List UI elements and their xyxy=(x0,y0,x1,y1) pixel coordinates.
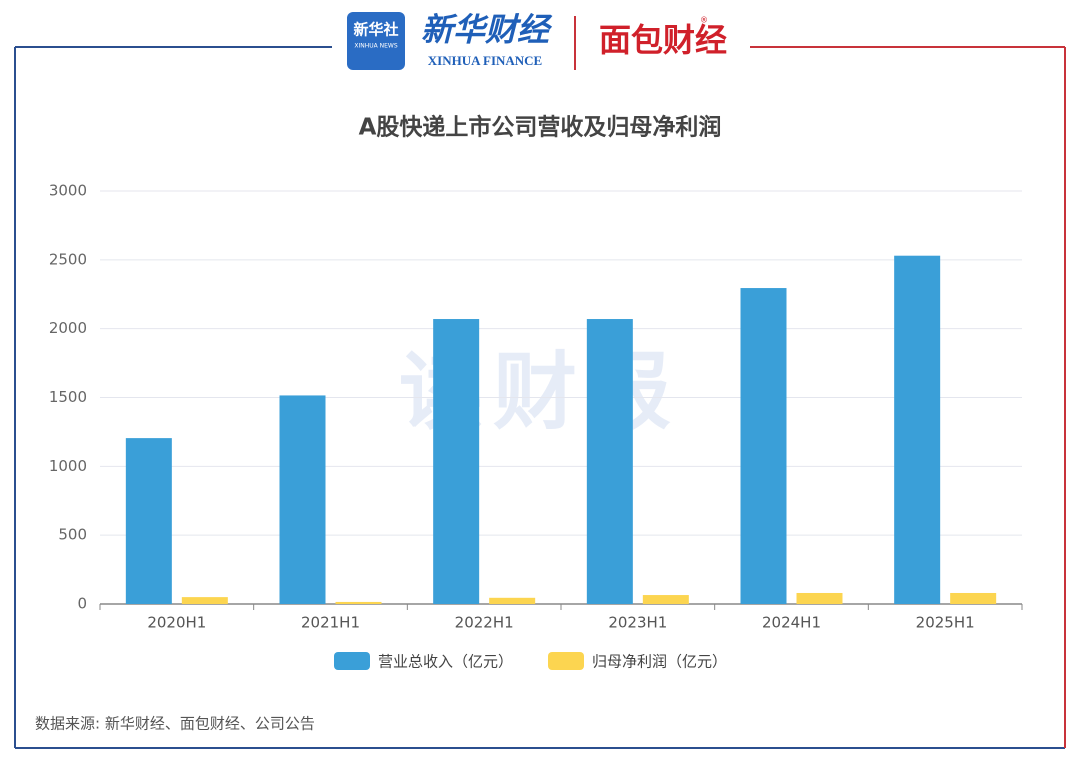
y-tick-label: 2000 xyxy=(49,319,87,337)
bar xyxy=(796,592,843,604)
mianbao-logo: 面包财经 xyxy=(599,21,727,59)
x-tick-label: 2020H1 xyxy=(147,614,206,632)
bar xyxy=(279,395,326,604)
bar xyxy=(740,288,787,604)
mianbao-mark: ® xyxy=(700,16,708,25)
bar xyxy=(894,255,941,604)
x-tick-label: 2022H1 xyxy=(455,614,514,632)
y-tick-label: 1500 xyxy=(49,388,87,406)
bar xyxy=(642,595,689,604)
y-tick-label: 1000 xyxy=(49,457,87,475)
x-tick-label: 2021H1 xyxy=(301,614,360,632)
xinhua-finance-en: XINHUA FINANCE xyxy=(428,53,542,68)
bar xyxy=(181,597,228,604)
legend-swatch xyxy=(334,652,370,670)
bar xyxy=(433,319,480,604)
x-tick-label: 2024H1 xyxy=(762,614,821,632)
legend-label: 归母净利润（亿元） xyxy=(592,653,727,671)
legend-swatch xyxy=(548,652,584,670)
source-note: 数据来源: 新华财经、面包财经、公司公告 xyxy=(35,715,315,733)
xinhua-logo: 新华社 xyxy=(353,21,398,39)
bar xyxy=(335,601,382,604)
bar xyxy=(125,438,172,604)
bar xyxy=(489,597,536,604)
y-tick-label: 500 xyxy=(58,526,87,544)
x-tick-label: 2025H1 xyxy=(916,614,975,632)
xinhua-finance: 新华财经 xyxy=(421,11,553,49)
legend-label: 营业总收入（亿元） xyxy=(378,653,513,671)
bar xyxy=(586,319,633,604)
y-tick-label: 3000 xyxy=(49,182,87,200)
chart-title: A股快递上市公司营收及归母净利润 xyxy=(359,114,722,141)
x-tick-label: 2023H1 xyxy=(608,614,667,632)
y-tick-label: 2500 xyxy=(49,250,87,268)
bar xyxy=(950,592,997,604)
y-tick-label: 0 xyxy=(77,595,87,613)
xinhua-logo-sub: XINHUA NEWS xyxy=(354,43,397,50)
xinhua-logo-box xyxy=(347,12,405,70)
